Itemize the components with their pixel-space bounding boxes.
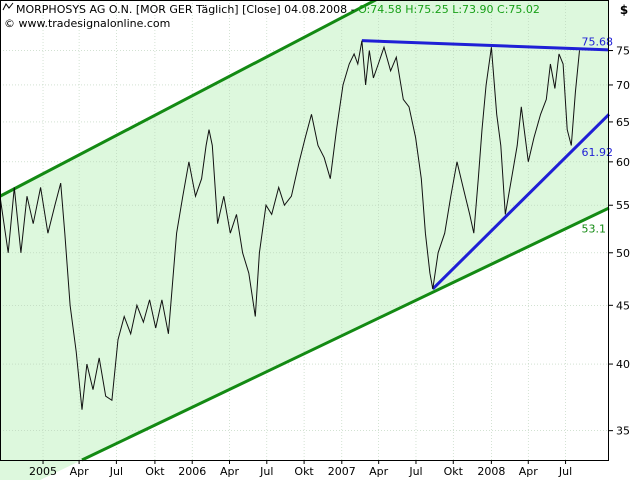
x-tick-label: 2007 — [328, 465, 356, 478]
y-tick-label: 70 — [616, 79, 630, 92]
x-tick-label: Okt — [145, 465, 165, 478]
y-tick-label: 75 — [616, 45, 630, 58]
price-series-line — [0, 40, 580, 410]
x-tick-label: Jul — [259, 465, 273, 478]
y-axis-label: $ — [620, 3, 628, 17]
channel-upper-line — [0, 0, 379, 198]
value-label-75-68: 75.68 — [581, 35, 613, 48]
plot-frame — [0, 0, 609, 461]
copyright-text: © www.tradesignalonline.com — [4, 17, 170, 30]
chart-header: MORPHOSYS AG O.N. [MOR GER Täglich] [Clo… — [2, 2, 540, 30]
y-tick-label: 60 — [616, 156, 630, 169]
x-tick-label: Okt — [294, 465, 314, 478]
x-tick-label: Apr — [220, 465, 240, 478]
value-label-61-92: 61.92 — [581, 146, 613, 159]
x-tick-label: Apr — [519, 465, 539, 478]
x-tick-label: Jul — [408, 465, 422, 478]
y-tick-label: 50 — [616, 247, 630, 260]
x-tick-label: 2005 — [29, 465, 57, 478]
y-tick-label: 65 — [616, 116, 630, 129]
chart-title: MORPHOSYS AG O.N. [MOR GER Täglich] [Clo… — [16, 3, 358, 16]
x-tick-label: Okt — [444, 465, 464, 478]
x-tick-label: 2008 — [477, 465, 505, 478]
support-rising-line — [431, 113, 611, 291]
x-tick-label: Apr — [369, 465, 389, 478]
y-tick-label: 35 — [616, 425, 630, 438]
x-tick-label: Jul — [558, 465, 572, 478]
resistance-line — [361, 39, 610, 52]
x-tick-label: Jul — [109, 465, 123, 478]
y-tick-label: 40 — [616, 358, 630, 371]
y-tick-label: 55 — [616, 199, 630, 212]
chart-logo-icon — [2, 2, 14, 11]
ohlc-values: O:74.58 H:75.25 L:73.90 C:75.02 — [358, 3, 540, 16]
svg-text:MORPHOSYS AG O.N. [MOR GER Tä: MORPHOSYS AG O.N. [MOR GER Täglich] [Clo… — [16, 3, 540, 16]
x-tick-label: 2006 — [178, 465, 206, 478]
channel-fill — [0, 0, 609, 484]
x-tick-label: Apr — [70, 465, 90, 478]
channel-lower-line — [81, 206, 610, 462]
value-label-53-1: 53.1 — [581, 222, 606, 235]
y-tick-label: 45 — [616, 299, 630, 312]
